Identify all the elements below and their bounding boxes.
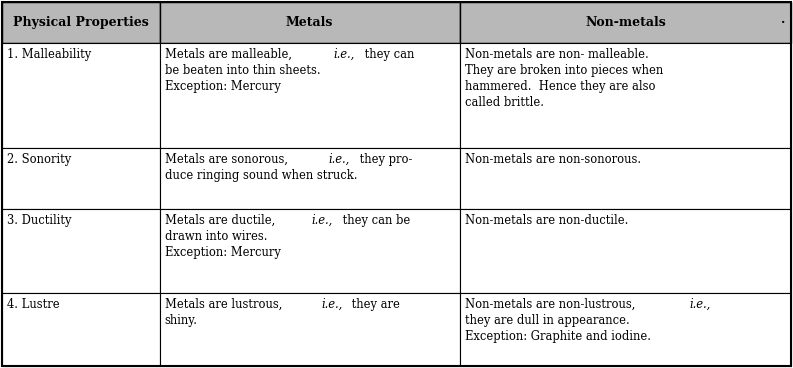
Text: hammered.  Hence they are also: hammered. Hence they are also [465, 79, 655, 93]
Text: Metals are sonorous,: Metals are sonorous, [165, 153, 291, 166]
Bar [460, 148, 791, 209]
Text: Physical Properties: Physical Properties [13, 16, 149, 29]
Text: Exception: Mercury: Exception: Mercury [165, 79, 281, 93]
Text: Exception: Mercury: Exception: Mercury [165, 246, 281, 259]
Text: they are dull in appearance.: they are dull in appearance. [465, 314, 630, 327]
Text: shiny.: shiny. [165, 314, 197, 327]
Bar [160, 43, 460, 148]
Text: Metals are lustrous,: Metals are lustrous, [165, 298, 285, 311]
Bar [2, 293, 160, 366]
Bar [160, 209, 460, 293]
Text: i.e.,: i.e., [321, 298, 342, 311]
Bar [460, 293, 791, 366]
Text: Non-metals are non-lustrous,: Non-metals are non-lustrous, [465, 298, 638, 311]
Text: i.e.,: i.e., [333, 48, 354, 61]
Text: Non-metals are non-ductile.: Non-metals are non-ductile. [465, 214, 628, 227]
Text: drawn into wires.: drawn into wires. [165, 230, 267, 243]
Text: 2. Sonority: 2. Sonority [7, 153, 71, 166]
Bar [460, 209, 791, 293]
Text: Exception: Graphite and iodine.: Exception: Graphite and iodine. [465, 330, 650, 343]
Text: Non-metals: Non-metals [585, 16, 665, 29]
Bar [2, 209, 160, 293]
Text: 1. Malleability: 1. Malleability [7, 48, 91, 61]
Text: They are broken into pieces when: They are broken into pieces when [465, 64, 663, 77]
Text: they can be: they can be [339, 214, 411, 227]
Text: duce ringing sound when struck.: duce ringing sound when struck. [165, 169, 358, 182]
Bar [160, 293, 460, 366]
Text: Non-metals are non- malleable.: Non-metals are non- malleable. [465, 48, 649, 61]
Bar [2, 2, 160, 43]
Text: Non-metals are non-sonorous.: Non-metals are non-sonorous. [465, 153, 641, 166]
Text: 4. Lustre: 4. Lustre [7, 298, 59, 311]
Bar [160, 148, 460, 209]
Text: Metals: Metals [286, 16, 333, 29]
Bar [160, 2, 460, 43]
Bar [2, 148, 160, 209]
Text: 3. Ductility: 3. Ductility [7, 214, 71, 227]
Text: Metals are ductile,: Metals are ductile, [165, 214, 278, 227]
Text: Metals are malleable,: Metals are malleable, [165, 48, 296, 61]
Text: i.e.,: i.e., [689, 298, 711, 311]
Text: be beaten into thin sheets.: be beaten into thin sheets. [165, 64, 320, 77]
Text: ·: · [781, 16, 785, 29]
Bar [2, 43, 160, 148]
Text: they can: they can [361, 48, 414, 61]
Text: i.e.,: i.e., [328, 153, 350, 166]
Text: they pro-: they pro- [355, 153, 412, 166]
Text: i.e.,: i.e., [312, 214, 333, 227]
Text: they are: they are [348, 298, 400, 311]
Bar [460, 2, 791, 43]
Bar [460, 43, 791, 148]
Text: called brittle.: called brittle. [465, 96, 544, 109]
